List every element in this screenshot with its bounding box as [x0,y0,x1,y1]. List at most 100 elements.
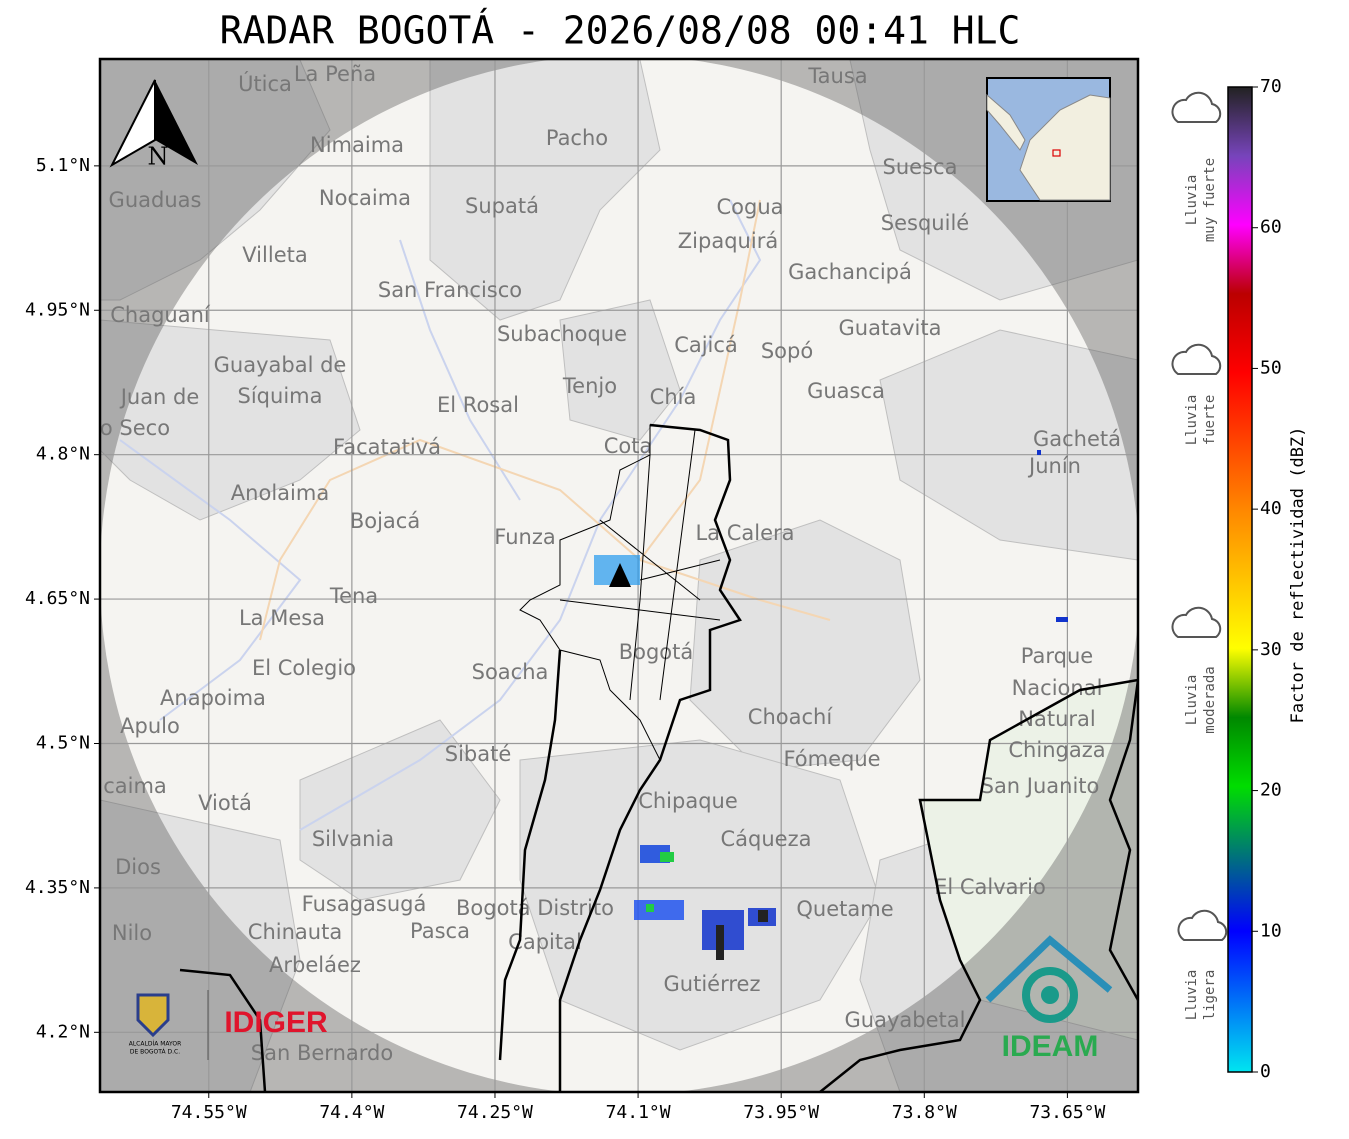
place-label: Cajicá [674,333,738,357]
logo-ideam-text: IDEAM [1002,1030,1099,1063]
y-tick-label: 4.35°N [25,877,90,898]
place-label: Fómeque [783,747,880,771]
place-label: Guasca [807,379,885,403]
place-label: San Juanito [981,774,1100,798]
place-label: Chipaque [638,789,738,813]
place-label: Tenjo [562,374,617,398]
place-label: Guayabal de [214,353,347,377]
place-label: Gachancipá [788,260,912,284]
x-tick-label: 74.4°W [319,1102,384,1123]
place-label: Tena [329,584,378,608]
place-label: Nimaima [310,133,404,157]
place-label: Soacha [472,660,549,684]
colorbar-tick-label: 30 [1260,639,1282,660]
place-label: Chingaza [1008,738,1105,762]
place-label: Pacho [546,126,608,150]
place-label: El Colegio [252,656,356,680]
place-label: Bogotá [619,640,694,664]
y-tick-label: 4.8°N [36,444,90,465]
place-label: Natural [1018,707,1095,731]
colorbar-tick-label: 40 [1260,498,1282,519]
place-label: Supatá [465,194,539,218]
place-label: Cogua [716,195,783,219]
department-border [179,423,1138,1092]
place-label: Útica [238,71,292,96]
rain-legend-label: muy fuerte [1202,158,1218,242]
place-label: San Francisco [378,278,522,302]
radar-site [609,563,631,587]
x-tick-label: 74.1°W [606,1102,671,1123]
place-label: Dios [115,855,161,879]
place-label: Juan de [119,385,200,409]
colorbar-tick-label: 10 [1260,920,1282,941]
logo-alcaldia: ALCALDÍA MAYOR DE BOGOTÁ D.C. IDIGER [129,990,328,1060]
colorbar-tick-label: 50 [1260,357,1282,378]
north-arrow: N [109,79,198,171]
place-label: caima [103,774,167,798]
place-label: Bojacá [350,509,420,533]
rain-legend-label: Lluvia [1184,395,1200,446]
place-label: Chinauta [248,920,342,944]
place-label: o Seco [100,416,170,440]
place-label: Anapoima [160,686,266,710]
place-label: Gutiérrez [664,972,761,996]
colorbar-label: Factor de reflectividad (dBZ) [1288,427,1308,724]
place-label: Arbeláez [269,953,361,977]
rain-legend-label: moderada [1202,666,1218,733]
place-label: La Mesa [239,606,325,630]
rain-icons [1171,91,1228,941]
place-label: Villeta [242,243,307,267]
place-label: Sibaté [445,742,512,766]
y-tick-label: 4.2°N [36,1021,90,1042]
place-label: Parque [1021,644,1093,668]
rain-legend-label: ligera [1202,970,1218,1021]
place-label: Viotá [198,791,252,815]
place-label: San Bernardo [251,1041,393,1065]
colorbar-tick-label: 20 [1260,780,1282,801]
place-label: Cáqueza [721,827,812,851]
inset-map [986,77,1111,202]
colorbar-tick-label: 0 [1260,1061,1271,1082]
x-tick-label: 74.25°W [457,1102,533,1123]
x-tick-label: 73.95°W [743,1102,819,1123]
place-label: Chía [650,385,697,409]
logo-ideam: IDEAM [985,935,1113,1063]
place-label: Anolaima [231,481,329,505]
place-label: Suesca [883,155,958,179]
place-label: Síquima [238,384,323,408]
title: RADAR BOGOTÁ - 2026/08/08 00:41 HLC [220,9,1021,53]
place-label: Subachoque [497,322,627,346]
place-label: Choachí [748,705,834,729]
place-label: Fusagasugá [302,892,427,916]
place-label: Guaduas [109,188,202,212]
y-tick-label: 4.65°N [25,588,90,609]
place-label: Cota [604,434,653,458]
place-label: Silvania [312,827,394,851]
place-label: Guatavita [839,316,942,340]
y-tick-label: 4.95°N [25,299,90,320]
north-label: N [148,143,169,171]
logo-idiger: IDIGER [224,1006,328,1039]
logo-text: ALCALDÍA MAYOR [129,1041,182,1048]
place-label: Guayabetal [845,1008,966,1032]
y-tick-label: 4.5°N [36,732,90,753]
place-label: El Rosal [437,393,519,417]
colorbar-tick-label: 60 [1260,217,1282,238]
place-label: Sesquilé [881,211,969,235]
place-label: Pasca [410,919,470,943]
rain-legend-label: Lluvia [1184,675,1200,726]
rain-legend-label: Lluvia [1184,175,1200,226]
y-tick-label: 5.1°N [36,155,90,176]
place-label: Tausa [807,64,867,88]
place-label: Apulo [120,714,180,738]
x-tick-label: 73.65°W [1029,1102,1105,1123]
place-label: Facatativá [333,435,441,459]
colorbar [1227,86,1253,1073]
rain-legend-label: Lluvia [1184,970,1200,1021]
place-label: Funza [494,525,555,549]
logo-text: DE BOGOTÁ D.C. [130,1049,180,1056]
x-tick-label: 73.8°W [892,1102,957,1123]
place-label: El Calvario [934,875,1046,899]
